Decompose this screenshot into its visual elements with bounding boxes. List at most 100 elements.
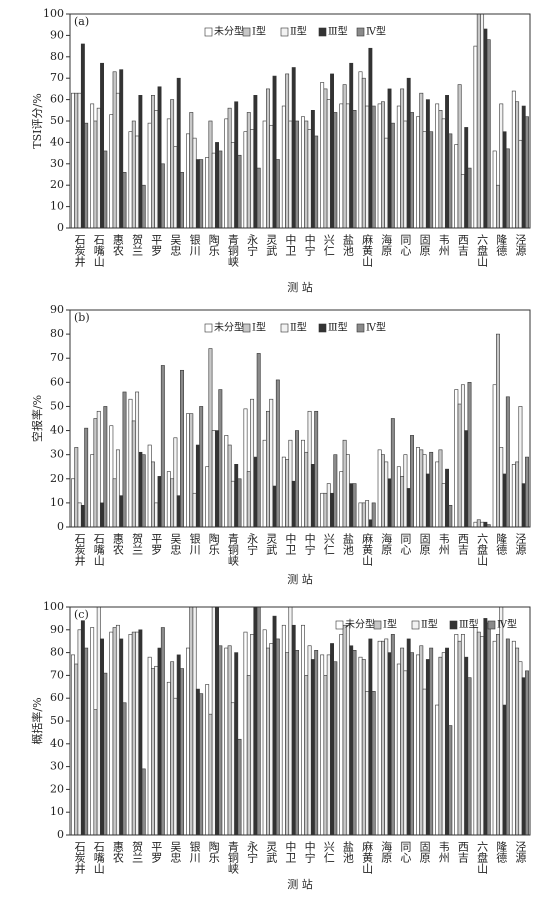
y-tick-label: 30 bbox=[50, 157, 64, 170]
bar bbox=[230, 702, 235, 836]
bar bbox=[521, 677, 526, 836]
x-tick-label: 盐池 bbox=[341, 533, 354, 555]
x-tick-label: 海原 bbox=[380, 532, 393, 555]
bar bbox=[151, 668, 155, 836]
bar bbox=[406, 77, 411, 229]
bar bbox=[342, 84, 347, 229]
bar bbox=[262, 120, 267, 229]
x-tick-label: 贺兰 bbox=[131, 841, 144, 863]
bar bbox=[502, 473, 507, 528]
bar bbox=[320, 82, 325, 229]
bar bbox=[295, 650, 299, 836]
bar bbox=[192, 137, 197, 229]
bar bbox=[103, 406, 108, 528]
bar bbox=[464, 127, 469, 229]
legend-swatch bbox=[356, 323, 365, 333]
bar bbox=[234, 652, 239, 836]
bar bbox=[330, 73, 334, 229]
bar bbox=[266, 88, 270, 229]
legend-swatch bbox=[318, 323, 327, 333]
bar bbox=[314, 135, 319, 229]
bar bbox=[326, 654, 331, 836]
x-tick-label: 石炭井 bbox=[73, 533, 86, 567]
bar bbox=[476, 13, 481, 229]
bar bbox=[419, 92, 424, 229]
bar bbox=[224, 118, 229, 229]
bar bbox=[211, 606, 216, 836]
bar bbox=[256, 353, 261, 528]
x-tick-label: 固原 bbox=[418, 533, 431, 555]
bar bbox=[74, 92, 79, 229]
x-tick-label: 同心 bbox=[399, 533, 412, 555]
x-tick-label: 吴忠 bbox=[169, 234, 182, 256]
bar bbox=[141, 184, 146, 229]
bar bbox=[304, 675, 309, 836]
bar bbox=[71, 478, 75, 528]
bar bbox=[199, 406, 204, 528]
bar bbox=[445, 647, 449, 836]
bar bbox=[365, 691, 370, 836]
bar bbox=[230, 142, 235, 229]
legend-label: Ⅰ型 bbox=[252, 321, 266, 334]
bar bbox=[333, 661, 338, 836]
bar bbox=[269, 124, 274, 229]
x-tick-label: 中宁 bbox=[303, 234, 316, 256]
bar bbox=[377, 449, 382, 528]
bar bbox=[189, 606, 194, 836]
x-tick-label: 泾源 bbox=[514, 234, 527, 257]
x-tick-label: 固原 bbox=[418, 841, 431, 863]
y-axis-label: TSI评分/% bbox=[31, 93, 44, 148]
bar bbox=[112, 478, 117, 528]
bar bbox=[250, 634, 255, 836]
bar bbox=[115, 92, 120, 229]
x-tick-label: 六盘山 bbox=[476, 234, 489, 267]
bar bbox=[454, 389, 459, 528]
bar bbox=[483, 28, 488, 229]
bar bbox=[307, 129, 312, 229]
bar bbox=[330, 643, 334, 836]
bar bbox=[275, 379, 280, 528]
bar bbox=[135, 391, 140, 528]
bar bbox=[154, 110, 159, 229]
bar bbox=[521, 483, 526, 528]
bar bbox=[180, 369, 184, 528]
x-tick-label: 青铜峡 bbox=[226, 234, 239, 267]
bar bbox=[93, 418, 98, 528]
legend-swatch bbox=[318, 27, 327, 37]
bar bbox=[166, 471, 171, 528]
bar bbox=[403, 670, 408, 836]
bar bbox=[435, 704, 440, 836]
bar bbox=[384, 137, 389, 229]
x-tick-label: 盐池 bbox=[341, 841, 354, 863]
x-tick-label: 中宁 bbox=[303, 841, 316, 863]
y-tick-label: 60 bbox=[50, 691, 64, 704]
bar bbox=[215, 430, 219, 528]
bar bbox=[80, 504, 85, 528]
bar bbox=[250, 129, 255, 229]
panel-label: (a) bbox=[74, 15, 89, 28]
bar bbox=[295, 120, 299, 229]
bar bbox=[246, 471, 251, 528]
bar bbox=[467, 677, 472, 836]
bar bbox=[160, 627, 165, 836]
plot-frame bbox=[69, 309, 531, 528]
bar bbox=[371, 502, 376, 528]
bar bbox=[441, 652, 446, 836]
bar bbox=[515, 101, 520, 229]
bar bbox=[496, 634, 500, 836]
x-tick-label: 陶乐 bbox=[207, 840, 220, 863]
bar bbox=[253, 95, 258, 229]
bar bbox=[422, 688, 427, 836]
y-tick-label: 20 bbox=[50, 178, 64, 191]
bar bbox=[326, 483, 331, 528]
x-tick-label: 灵武 bbox=[265, 533, 278, 555]
x-tick-label: 石嘴山 bbox=[92, 841, 105, 874]
bar bbox=[74, 663, 79, 836]
bar bbox=[269, 643, 274, 836]
x-tick-label: 惠农 bbox=[111, 233, 124, 257]
bar bbox=[154, 665, 159, 836]
bar bbox=[505, 638, 510, 836]
bar bbox=[345, 454, 350, 528]
bar bbox=[285, 73, 290, 229]
bar bbox=[147, 444, 152, 528]
